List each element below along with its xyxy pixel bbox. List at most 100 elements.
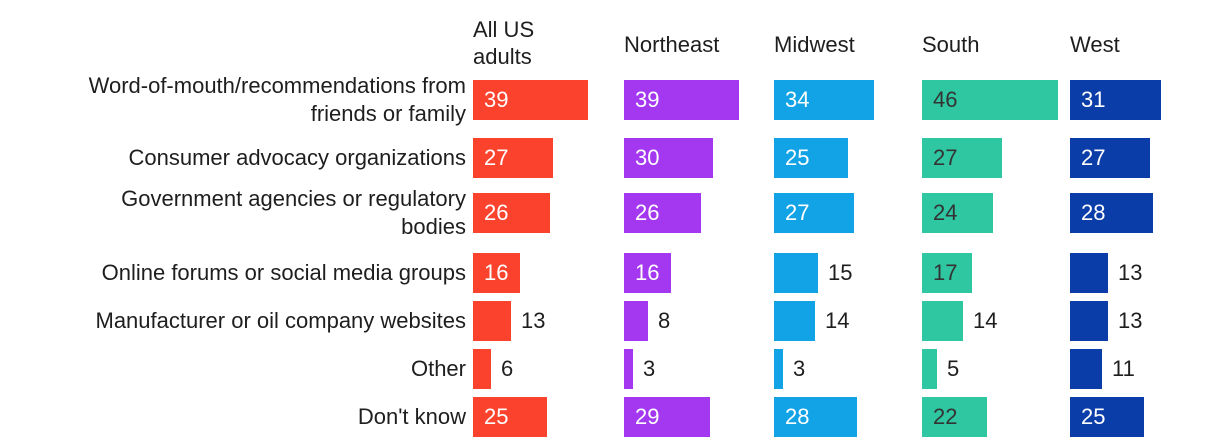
bar-cell: 3 xyxy=(774,349,922,389)
bar: 39 xyxy=(624,80,739,120)
bar-cell: 46 xyxy=(922,80,1070,120)
column-header-west: West xyxy=(1070,31,1220,58)
bar-value-label: 13 xyxy=(1118,260,1143,285)
column-header-all-us-adults: All US adults xyxy=(473,16,624,70)
category-label: Consumer advocacy organizations xyxy=(0,138,466,178)
bar: 16 xyxy=(473,253,520,293)
bar-value-label: 25 xyxy=(484,404,509,429)
bar-cell: 6 xyxy=(473,349,624,389)
bar-value-label: 14 xyxy=(825,308,850,333)
bar-value-label: 22 xyxy=(933,404,958,429)
bar-value-label: 27 xyxy=(484,145,509,170)
bar: 28 xyxy=(1070,193,1153,233)
bar xyxy=(473,301,511,341)
category-label: Other xyxy=(0,349,466,389)
bar-cell: 26 xyxy=(624,193,774,233)
bar-value-label: 27 xyxy=(933,145,958,170)
bar-cell: 5 xyxy=(922,349,1070,389)
bar: 26 xyxy=(624,193,701,233)
bar-cell: 16 xyxy=(473,253,624,293)
bar-value-label: 27 xyxy=(785,200,810,225)
bar: 24 xyxy=(922,193,993,233)
bar: 28 xyxy=(774,397,857,437)
bar-value-label: 8 xyxy=(658,308,671,333)
bar-cell: 14 xyxy=(922,301,1070,341)
column-header-label: West xyxy=(1070,32,1120,57)
bar-value-label: 16 xyxy=(484,260,509,285)
bar: 27 xyxy=(922,138,1002,178)
bar-cells: 27 30 25 27 27 xyxy=(473,138,1220,178)
category-label-line: bodies xyxy=(401,214,466,239)
category-label-line: Other xyxy=(410,356,466,381)
bar-value-label: 25 xyxy=(785,145,810,170)
bar xyxy=(922,301,963,341)
bar-cell: 25 xyxy=(774,138,922,178)
bar-cell: 30 xyxy=(624,138,774,178)
bar-value-label: 11 xyxy=(1112,356,1135,381)
bar: 17 xyxy=(922,253,972,293)
bar-cell: 39 xyxy=(624,80,774,120)
bar-cells: 6 3 3 5 11 xyxy=(473,349,1220,389)
bar-cell: 27 xyxy=(1070,138,1220,178)
bar: 46 xyxy=(922,80,1058,120)
bar-cell: 28 xyxy=(774,397,922,437)
chart-rows: Word-of-mouth/recommendations from friend… xyxy=(0,73,1220,446)
bar xyxy=(774,349,783,389)
chart-row: Manufacturer or oil company websites 13 8 1… xyxy=(0,301,1220,349)
bar-value-label: 3 xyxy=(643,356,656,381)
chart-row: Word-of-mouth/recommendations from friend… xyxy=(0,73,1220,138)
bar-value-label: 6 xyxy=(501,356,514,381)
bar-value-label: 13 xyxy=(521,308,546,333)
bar-value-label: 46 xyxy=(933,87,958,112)
category-label: Word-of-mouth/recommendations from friend… xyxy=(0,73,466,126)
bar-cell: 25 xyxy=(1070,397,1220,437)
bar: 25 xyxy=(1070,397,1144,437)
bar-value-label: 26 xyxy=(635,200,660,225)
bar: 31 xyxy=(1070,80,1161,120)
bar-cell: 26 xyxy=(473,193,624,233)
bar-value-label: 39 xyxy=(484,87,509,112)
chart-row: Government agencies or regulatory bodies 2… xyxy=(0,186,1220,253)
bar-cells: 39 39 34 46 31 xyxy=(473,80,1220,120)
chart-row: Don't know 25 29 28 22 25 xyxy=(0,397,1220,446)
category-label-line: Online forums or social media groups xyxy=(101,260,466,285)
bar-cell: 22 xyxy=(922,397,1070,437)
bar xyxy=(922,349,937,389)
chart-row: Other 6 3 3 5 11 xyxy=(0,349,1220,397)
column-header-label: Northeast xyxy=(624,32,720,57)
bar-cell: 39 xyxy=(473,80,624,120)
bar-cell: 17 xyxy=(922,253,1070,293)
bar xyxy=(473,349,491,389)
bar xyxy=(1070,253,1108,293)
bar-value-label: 17 xyxy=(933,260,958,285)
bar-cell: 14 xyxy=(774,301,922,341)
bar-cell: 15 xyxy=(774,253,922,293)
column-header-south: South xyxy=(922,31,1070,58)
bar-cell: 31 xyxy=(1070,80,1220,120)
bar-cell: 3 xyxy=(624,349,774,389)
bar: 26 xyxy=(473,193,550,233)
bar-cell: 28 xyxy=(1070,193,1220,233)
category-label-line: Don't know xyxy=(357,404,466,429)
bar-value-label: 5 xyxy=(947,356,960,381)
chart-row: Consumer advocacy organizations 27 30 25 27 2… xyxy=(0,138,1220,193)
column-header-row: All US adults Northeast Midwest South We… xyxy=(0,0,1220,80)
bar: 39 xyxy=(473,80,588,120)
bar: 27 xyxy=(774,193,854,233)
bar-value-label: 16 xyxy=(635,260,660,285)
bar: 34 xyxy=(774,80,874,120)
bar-cell: 24 xyxy=(922,193,1070,233)
bar: 22 xyxy=(922,397,987,437)
bar: 25 xyxy=(774,138,848,178)
category-label-line: Manufacturer or oil company websites xyxy=(95,308,467,333)
bar-cell: 8 xyxy=(624,301,774,341)
bar xyxy=(774,253,818,293)
bar-value-label: 29 xyxy=(635,404,660,429)
bar-value-label: 14 xyxy=(973,308,998,333)
bar-cell: 13 xyxy=(1070,253,1220,293)
category-label: Don't know xyxy=(0,397,466,437)
bar-value-label: 26 xyxy=(484,200,509,225)
bar: 16 xyxy=(624,253,671,293)
bar-value-label: 31 xyxy=(1081,87,1106,112)
